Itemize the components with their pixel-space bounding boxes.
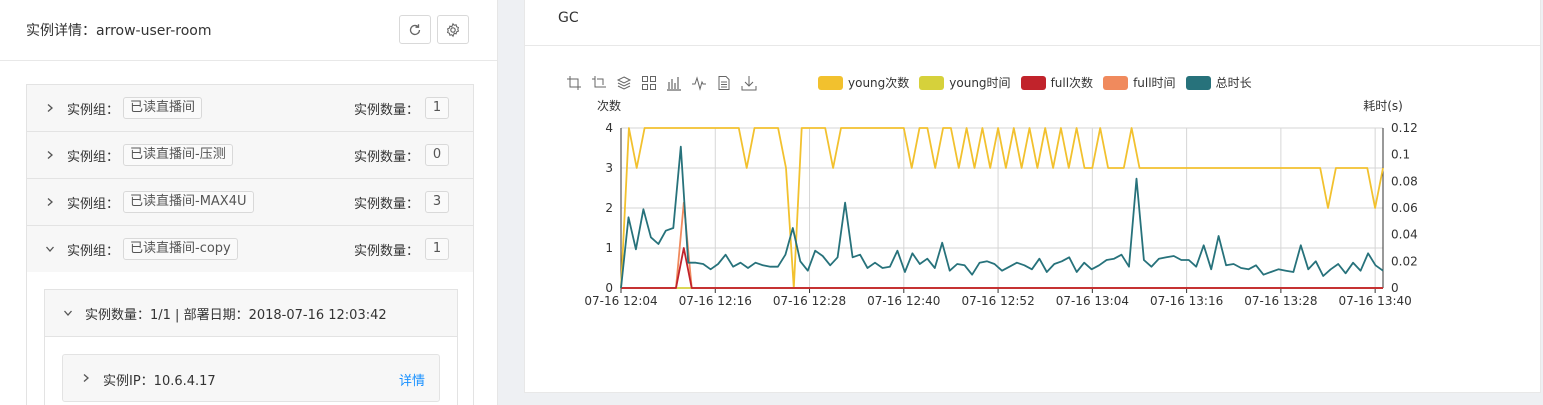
chevron-right-icon — [47, 151, 53, 159]
x-tick-label: 07-16 12:40 — [867, 294, 940, 308]
x-tick-label: 07-16 12:52 — [961, 294, 1034, 308]
chevron-down-icon — [46, 246, 54, 252]
instance-card: 实例数量：1/1 | 部署日期：2018-07-16 12:03:42 实例IP… — [44, 289, 458, 405]
stack-icon[interactable] — [615, 74, 633, 92]
instance-group-list: 实例组： 已读直播间 实例数量： 1 实例组： 已读直播间-压测 实例数量： 0… — [26, 84, 474, 273]
y-tick-label-right: 0.12 — [1391, 121, 1418, 135]
y-tick-label-right: 0.02 — [1391, 254, 1418, 268]
chart-toolbar — [565, 74, 758, 92]
instance-group-row[interactable]: 实例组： 已读直播间 实例数量： 1 — [27, 85, 473, 132]
instance-title: 实例详情：arrow-user-room — [26, 23, 212, 39]
legend-label: full时间 — [1133, 76, 1176, 90]
group-expanded-content: 实例数量：1/1 | 部署日期：2018-07-16 12:03:42 实例IP… — [26, 272, 474, 405]
chevron-right-icon — [47, 104, 53, 112]
group-label: 实例组： — [67, 243, 120, 259]
legend-item[interactable]: full次数 — [1020, 74, 1094, 91]
instance-summary: 实例数量：1/1 | 部署日期：2018-07-16 12:03:42 — [85, 307, 387, 323]
instance-header: 实例详情：arrow-user-room — [0, 0, 497, 61]
series-line-3 — [621, 201, 1383, 289]
x-tick-label: 07-16 12:04 — [584, 294, 657, 308]
legend-item[interactable]: full时间 — [1103, 74, 1176, 91]
gear-icon — [446, 22, 460, 37]
download-icon[interactable] — [740, 74, 758, 92]
legend-label: 总时长 — [1215, 76, 1252, 90]
legend-item[interactable]: young次数 — [818, 74, 909, 91]
y-tick-label-right: 0.08 — [1391, 174, 1418, 188]
refresh-icon — [409, 23, 421, 35]
series-line-2 — [621, 247, 1383, 289]
gc-panel-header: GC — [525, 0, 1540, 46]
y-tick-label-left: 3 — [605, 161, 613, 175]
x-tick-label: 07-16 12:28 — [773, 294, 846, 308]
instance-ip: 实例IP：10.6.4.17 — [103, 374, 216, 389]
zoom-reset-icon[interactable] — [590, 74, 608, 92]
instance-panel: 实例详情：arrow-user-room 实例组： 已读直播间 实例数量： 1 … — [0, 0, 498, 405]
group-name-tag: 已读直播间-copy — [123, 238, 238, 260]
instance-group-row[interactable]: 实例组： 已读直播间-MAX4U 实例数量： 3 — [27, 179, 473, 226]
instance-group-row-expanded[interactable]: 实例组： 已读直播间-copy 实例数量： 1 — [27, 226, 473, 273]
legend-item[interactable]: young时间 — [919, 74, 1011, 91]
chevron-down-icon — [64, 310, 72, 316]
series-line-4 — [620, 145, 1384, 289]
y-axis-title-right: 耗时(s) — [1363, 99, 1403, 113]
group-count-badge: 1 — [425, 238, 449, 260]
legend-label: young次数 — [848, 76, 910, 90]
chart-legend: young次数 young时间 full次数 full时间 总时长 — [818, 74, 1252, 91]
tiled-icon[interactable] — [640, 74, 658, 92]
y-tick-label-left: 4 — [605, 121, 613, 135]
data-view-icon[interactable] — [715, 74, 733, 92]
chevron-right-icon — [83, 374, 89, 382]
group-name-tag: 已读直播间 — [123, 97, 203, 119]
y-tick-label-left: 1 — [605, 241, 613, 255]
group-count-label: 实例数量： — [354, 196, 420, 212]
legend-label: young时间 — [949, 76, 1011, 90]
y-tick-label-right: 0.06 — [1391, 201, 1418, 215]
y-tick-label-left: 0 — [605, 281, 613, 295]
y-tick-label-left: 2 — [605, 201, 613, 215]
x-tick-label: 07-16 13:28 — [1244, 294, 1317, 308]
x-tick-label: 07-16 13:40 — [1339, 294, 1412, 308]
instance-group-row[interactable]: 实例组： 已读直播间-压测 实例数量： 0 — [27, 132, 473, 179]
y-tick-label-right: 0.1 — [1391, 148, 1410, 162]
series-line-0 — [620, 127, 1384, 289]
group-count-label: 实例数量： — [354, 243, 420, 259]
group-label: 实例组： — [67, 149, 120, 165]
instance-ip-row[interactable]: 实例IP：10.6.4.17 详情 — [62, 354, 440, 402]
x-tick-label: 07-16 12:16 — [679, 294, 752, 308]
gc-panel-title: GC — [558, 10, 579, 26]
line-icon[interactable] — [690, 74, 708, 92]
group-name-tag: 已读直播间-MAX4U — [123, 191, 254, 213]
settings-button[interactable] — [437, 15, 469, 44]
group-count-label: 实例数量： — [354, 149, 420, 165]
legend-label: full次数 — [1050, 76, 1094, 90]
legend-item[interactable]: 总时长 — [1185, 74, 1252, 91]
y-tick-label-right: 0 — [1391, 281, 1399, 295]
instance-summary-row[interactable]: 实例数量：1/1 | 部署日期：2018-07-16 12:03:42 — [45, 290, 457, 337]
y-axis-title-left: 次数 — [597, 98, 621, 113]
x-tick-label: 07-16 13:16 — [1150, 294, 1223, 308]
x-tick-label: 07-16 13:04 — [1056, 294, 1129, 308]
gc-panel: GC young次数 young时间 full次数 full时间 总时长 0 1 2… — [524, 0, 1541, 393]
group-count-label: 实例数量： — [354, 102, 420, 118]
group-count-badge: 0 — [425, 144, 449, 166]
y-tick-label-right: 0.04 — [1391, 228, 1418, 242]
gc-chart: 0 1 2 3 4 0 0.02 0.04 0.06 0.08 0.1 0.12 07-16 12:04… — [584, 98, 1418, 308]
group-label: 实例组： — [67, 102, 120, 118]
group-count-badge: 1 — [425, 97, 449, 119]
group-label: 实例组： — [67, 196, 120, 212]
zoom-icon[interactable] — [565, 74, 583, 92]
refresh-button[interactable] — [399, 15, 431, 44]
group-count-badge: 3 — [425, 191, 449, 213]
chevron-right-icon — [47, 198, 53, 206]
detail-link[interactable]: 详情 — [398, 374, 425, 389]
group-name-tag: 已读直播间-压测 — [123, 144, 233, 166]
bar-icon[interactable] — [665, 74, 683, 92]
